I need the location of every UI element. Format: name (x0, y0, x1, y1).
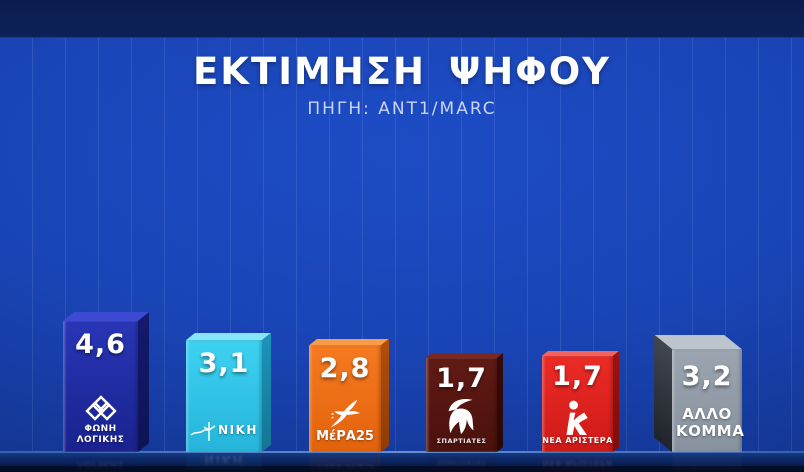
niki-swallow-cross-icon (190, 420, 216, 442)
value-label: 3,2 (681, 361, 733, 392)
bar-mera25: 2,8 ΜέΡΑ25 ΜέΡΑ25 (309, 338, 389, 471)
bar-front-face: 3,1 ΝΙΚΗ (186, 340, 262, 452)
source-label: ΠΗΓΗ: ANT1/MARC (307, 99, 497, 119)
bar-side-face (497, 353, 503, 452)
nea-aristera-figure-icon (562, 400, 594, 436)
party-name-label: ΝΙΚΗ (218, 423, 258, 438)
bar-front-face: 4,6 ΦΩΝΗ ΛΟΓΙΚΗΣ (63, 321, 138, 452)
top-dark-band (0, 0, 804, 38)
value-label: 1,7 (552, 361, 603, 392)
bar-side-face (654, 334, 672, 452)
party-name-label: ΑΛΛΟ ΚΟΜΜΑ (676, 404, 745, 440)
bar-spartiates: 1,7 ΣΠΑΡΤΙΑΤΕΣ ΣΠΑΡΤΙΑΤΕΣ (426, 353, 503, 471)
bar-top-face (63, 312, 149, 321)
bar-side-face (262, 332, 271, 452)
value-label: 3,1 (198, 348, 250, 379)
value-label: 1,7 (436, 363, 487, 394)
value-label: 2,8 (319, 353, 371, 384)
bar-top-face (186, 332, 271, 340)
bar-front-face: 3,2 ΑΛΛΟ ΚΟΜΜΑ (672, 349, 745, 452)
stage-floor (0, 451, 804, 472)
party-name-label: ΦΩΝΗ ΛΟΓΙΚΗΣ (76, 424, 125, 445)
bar-front-face: 2,8 ΜέΡΑ25 (309, 345, 381, 452)
foni-logikis-diamonds-icon (81, 392, 121, 424)
bar-side-face (138, 312, 149, 452)
bar-allo-komma: 3,2 ΑΛΛΟ ΚΟΜΜΑ ΑΛΛΟ ΚΟΜΜΑ (654, 334, 745, 471)
party-name-label: ΣΠΑΡΤΙΑΤΕΣ (436, 436, 487, 445)
value-label: 4,6 (75, 329, 126, 360)
mera25-swallow-icon (327, 398, 363, 430)
spartiates-helmet-icon (440, 396, 484, 438)
bar-niki: 3,1 ΝΙΚΗ ΝΙΚΗ (186, 332, 271, 471)
party-name-label: ΝΕΑ ΑΡΙΣΤΕΡΑ (542, 435, 613, 445)
bar-front-face: 1,7 ΝΕΑ ΑΡΙΣΤΕΡΑ (542, 356, 613, 452)
bar-front-face: 1,7 ΣΠΑΡΤΙΑΤΕΣ (426, 358, 497, 452)
bar-side-face (381, 338, 389, 452)
bar-foni-logikis: 4,6 ΦΩΝΗ ΛΟΓΙΚΗΣ ΦΩΝΗ ΛΟΓΙΚΗΣ (63, 312, 149, 471)
page-title: ΕΚΤΙΜΗΣΗ ΨΗΦΟΥ (193, 50, 611, 93)
bar-side-face (613, 351, 619, 452)
party-name-label: ΜέΡΑ25 (316, 429, 374, 445)
bar-nea-aristera: 1,7 ΝΕΑ ΑΡΙΣΤΕΡΑ ΝΕΑ ΑΡΙΣΤΕΡΑ (542, 351, 619, 471)
